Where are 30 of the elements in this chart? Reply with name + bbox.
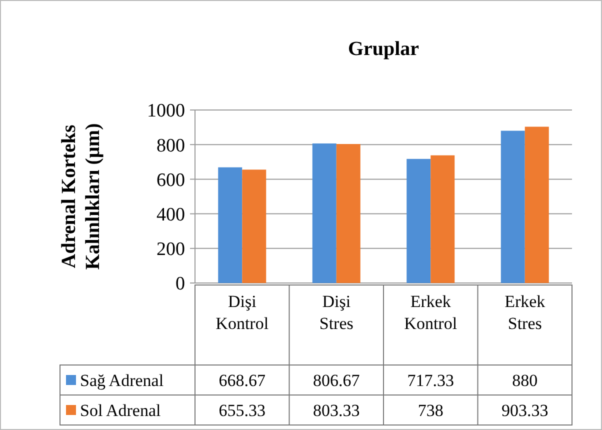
x-tick-label: Dişi Kontrol (216, 292, 269, 333)
data-label: 738 (418, 400, 444, 420)
data-label: 880 (512, 370, 538, 390)
y-tick-label: 200 (156, 239, 185, 260)
y-tick-label: 0 (176, 274, 185, 295)
data-label: 717.33 (407, 370, 454, 390)
bar (500, 130, 525, 283)
bar (312, 143, 336, 283)
y-tick-label: 400 (156, 204, 185, 226)
bar (430, 155, 455, 283)
bar (336, 144, 360, 283)
bar (242, 170, 266, 283)
data-label: 903.33 (502, 400, 548, 420)
data-label: 806.67 (313, 370, 360, 390)
x-tick-label: Dişi Stres (319, 292, 354, 333)
data-label: 655.33 (218, 400, 266, 420)
y-tick-label: 800 (156, 135, 185, 156)
y-tick-label: 600 (156, 170, 185, 191)
bar (406, 158, 431, 283)
legend-label: Sağ Adrenal (80, 370, 164, 390)
chart-title: Gruplar (348, 38, 420, 60)
legend-label: Sol Adrenal (80, 400, 162, 420)
y-tick-label: 1000 (147, 100, 185, 122)
data-label: 803.33 (313, 400, 360, 420)
x-tick-label: Erkek Kontrol (404, 292, 458, 333)
data-label: 668.67 (218, 370, 266, 390)
bar (218, 167, 242, 283)
bar (524, 126, 549, 283)
y-axis-title: Adrenal Korteks Kalınlıkları (µm) (58, 123, 104, 270)
x-tick-label: Erkek Stres (504, 292, 546, 333)
